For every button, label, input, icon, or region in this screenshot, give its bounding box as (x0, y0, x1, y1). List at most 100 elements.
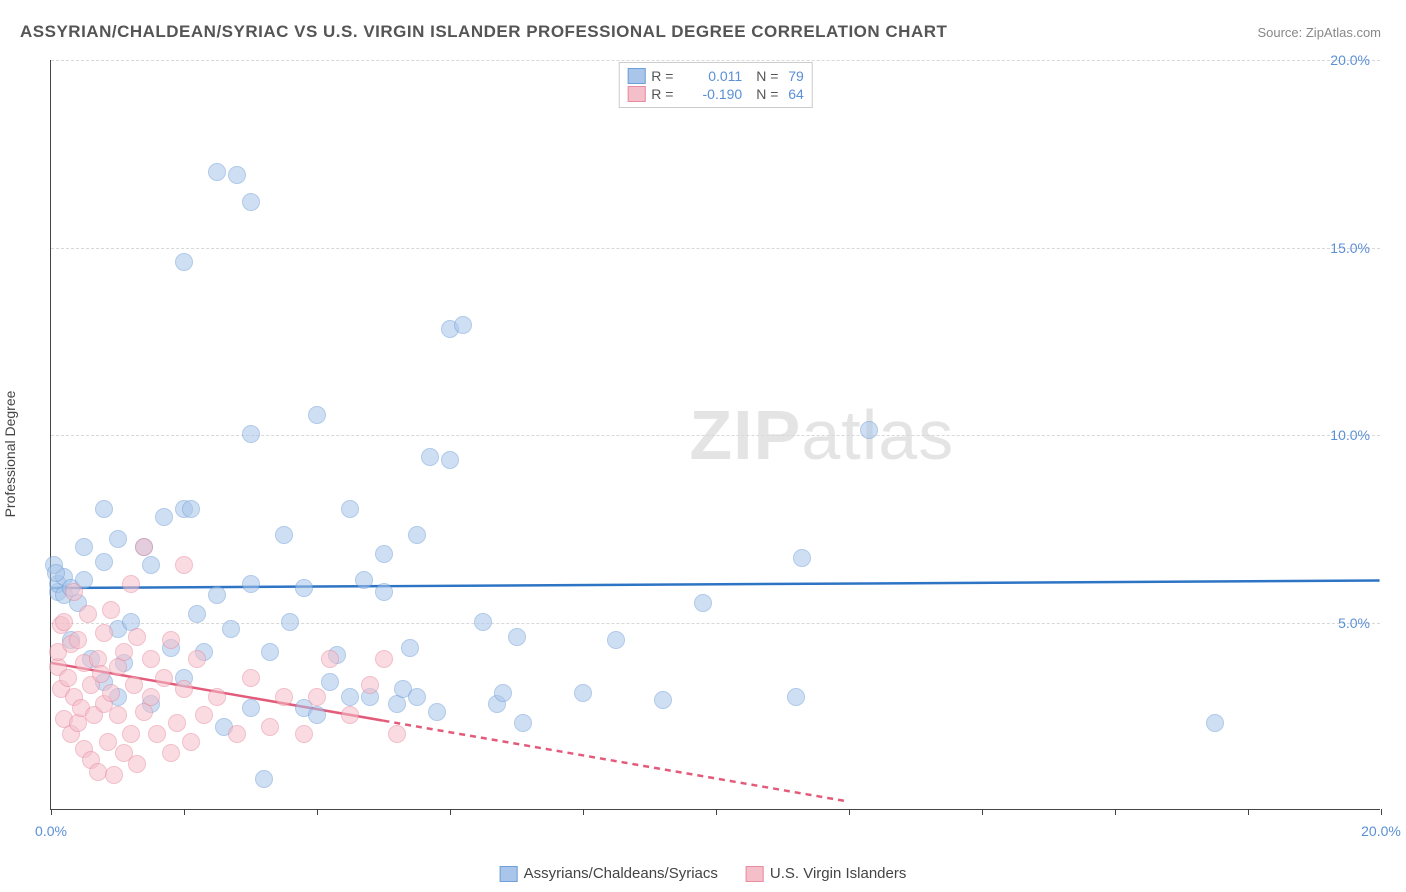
y-tick-label: 10.0% (1330, 427, 1370, 443)
data-point-pink (128, 628, 146, 646)
data-point-pink (102, 601, 120, 619)
data-point-pink (115, 643, 133, 661)
data-point-blue (654, 691, 672, 709)
r-value-blue: 0.011 (687, 68, 742, 84)
data-point-pink (308, 688, 326, 706)
data-point-blue (208, 163, 226, 181)
legend-item-blue: Assyrians/Chaldeans/Syriacs (500, 865, 718, 882)
chart-title: ASSYRIAN/CHALDEAN/SYRIAC VS U.S. VIRGIN … (20, 22, 947, 42)
data-point-pink (95, 624, 113, 642)
data-point-blue (321, 673, 339, 691)
r-value-pink: -0.190 (687, 86, 742, 102)
data-point-pink (188, 650, 206, 668)
y-tick-label: 5.0% (1338, 615, 1370, 631)
r-label: R = (651, 68, 681, 84)
data-point-blue (222, 620, 240, 638)
data-point-pink (99, 733, 117, 751)
data-point-pink (55, 613, 73, 631)
legend-label-blue: Assyrians/Chaldeans/Syriacs (524, 865, 718, 882)
x-tick (1115, 809, 1116, 815)
data-point-pink (89, 763, 107, 781)
data-point-blue (408, 688, 426, 706)
legend-row-blue: R = 0.011 N = 79 (627, 67, 804, 85)
data-point-blue (242, 699, 260, 717)
x-tick (1248, 809, 1249, 815)
data-point-blue (401, 639, 419, 657)
legend-label-pink: U.S. Virgin Islanders (770, 865, 906, 882)
x-tick (583, 809, 584, 815)
data-point-pink (69, 631, 87, 649)
data-point-pink (92, 665, 110, 683)
data-point-pink (142, 650, 160, 668)
chart-container: ASSYRIAN/CHALDEAN/SYRIAC VS U.S. VIRGIN … (0, 0, 1406, 892)
x-tick (317, 809, 318, 815)
data-point-pink (128, 755, 146, 773)
data-point-pink (148, 725, 166, 743)
n-value-pink: 64 (788, 86, 804, 102)
data-point-blue (242, 193, 260, 211)
gridline (51, 248, 1380, 249)
data-point-blue (494, 684, 512, 702)
data-point-blue (428, 703, 446, 721)
data-point-pink (228, 725, 246, 743)
data-point-blue (281, 613, 299, 631)
data-point-blue (474, 613, 492, 631)
data-point-blue (182, 500, 200, 518)
data-point-blue (255, 770, 273, 788)
gridline (51, 623, 1380, 624)
x-tick (450, 809, 451, 815)
data-point-blue (508, 628, 526, 646)
correlation-legend: R = 0.011 N = 79 R = -0.190 N = 64 (618, 62, 813, 108)
data-point-pink (242, 669, 260, 687)
data-point-blue (375, 545, 393, 563)
data-point-blue (514, 714, 532, 732)
swatch-blue (500, 866, 518, 882)
swatch-blue (627, 68, 645, 84)
data-point-pink (102, 684, 120, 702)
y-tick-label: 15.0% (1330, 240, 1370, 256)
data-point-pink (261, 718, 279, 736)
data-point-blue (95, 553, 113, 571)
y-tick-label: 20.0% (1330, 52, 1370, 68)
data-point-blue (188, 605, 206, 623)
data-point-blue (75, 538, 93, 556)
data-point-pink (168, 714, 186, 732)
data-point-blue (228, 166, 246, 184)
data-point-blue (574, 684, 592, 702)
swatch-pink (746, 866, 764, 882)
data-point-pink (79, 605, 97, 623)
data-point-blue (208, 586, 226, 604)
data-point-pink (182, 733, 200, 751)
data-point-blue (1206, 714, 1224, 732)
data-point-blue (308, 706, 326, 724)
source-label: Source: ZipAtlas.com (1257, 25, 1381, 40)
data-point-pink (122, 575, 140, 593)
legend-item-pink: U.S. Virgin Islanders (746, 865, 906, 882)
x-tick-label: 0.0% (35, 823, 67, 839)
data-point-pink (142, 688, 160, 706)
x-tick (1381, 809, 1382, 815)
data-point-pink (162, 631, 180, 649)
data-point-pink (125, 676, 143, 694)
data-point-blue (793, 549, 811, 567)
data-point-pink (388, 725, 406, 743)
data-point-blue (860, 421, 878, 439)
n-label: N = (756, 68, 782, 84)
data-point-pink (105, 766, 123, 784)
data-point-blue (155, 508, 173, 526)
data-point-pink (175, 556, 193, 574)
series-legend: Assyrians/Chaldeans/Syriacs U.S. Virgin … (500, 865, 907, 882)
data-point-pink (321, 650, 339, 668)
x-tick (982, 809, 983, 815)
data-point-blue (341, 688, 359, 706)
gridline (51, 60, 1380, 61)
data-point-pink (175, 680, 193, 698)
data-point-pink (375, 650, 393, 668)
data-point-pink (195, 706, 213, 724)
data-point-blue (175, 253, 193, 271)
data-point-blue (47, 564, 65, 582)
data-point-blue (375, 583, 393, 601)
data-point-pink (65, 583, 83, 601)
data-point-blue (295, 579, 313, 597)
data-point-blue (787, 688, 805, 706)
